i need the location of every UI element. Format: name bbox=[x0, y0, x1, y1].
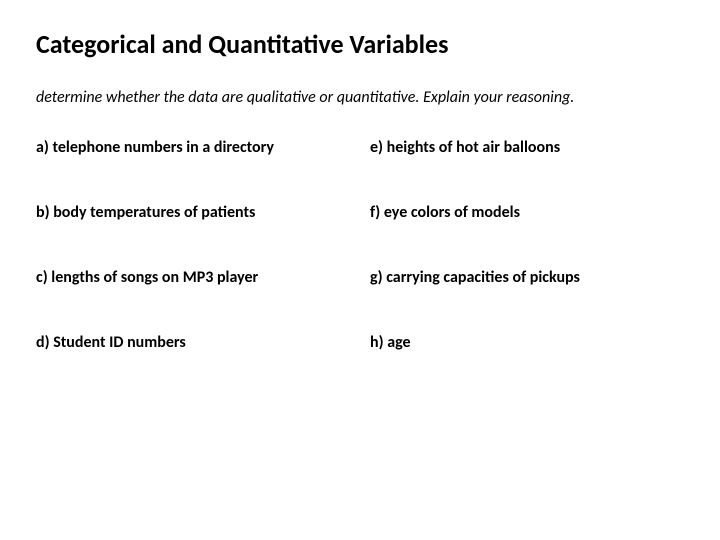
items-grid: a) telephone numbers in a directory e) h… bbox=[36, 138, 684, 352]
item-d: d) Student ID numbers bbox=[36, 333, 346, 352]
item-g: g) carrying capacities of pickups bbox=[370, 268, 684, 287]
item-c: c) lengths of songs on MP3 player bbox=[36, 268, 346, 287]
item-f: f) eye colors of models bbox=[370, 203, 684, 222]
item-b: b) body temperatures of patients bbox=[36, 203, 346, 222]
slide-page: Categorical and Quantitative Variables d… bbox=[0, 0, 720, 352]
page-title: Categorical and Quantitative Variables bbox=[36, 28, 684, 60]
item-a: a) telephone numbers in a directory bbox=[36, 138, 346, 157]
item-h: h) age bbox=[370, 333, 684, 352]
item-e: e) heights of hot air balloons bbox=[370, 138, 684, 157]
instructions-text: determine whether the data are qualitati… bbox=[36, 88, 596, 108]
